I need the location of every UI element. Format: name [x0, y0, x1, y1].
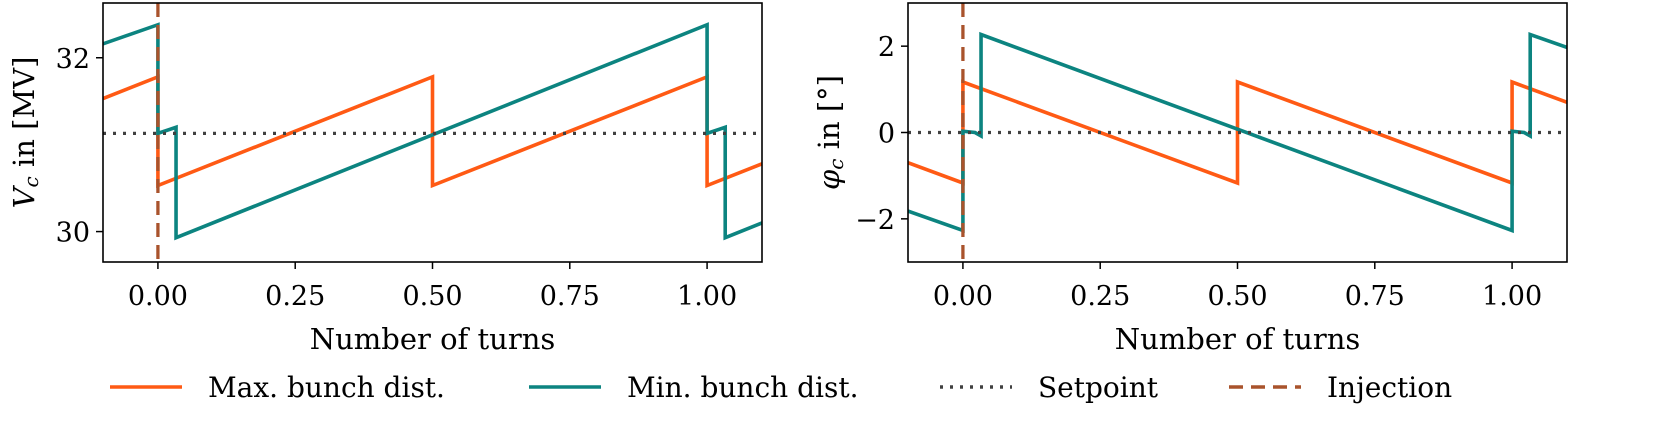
y-axis-label: φc in [°]: [812, 75, 848, 190]
chart-panel-1: 0.00 0.25 0.50 0.75 1.00 30 32 Number of turns V…: [7, 2, 763, 356]
legend-label: Max. bunch dist.: [208, 371, 445, 404]
y-tick-label: 2: [878, 32, 895, 63]
x-tick-label: 0.00: [128, 281, 188, 312]
x-axis-label: Number of turns: [310, 322, 556, 356]
legend-item: Setpoint: [940, 371, 1159, 404]
x-tick-label: 0.50: [402, 281, 462, 312]
y-axis-label: Vc in [MV]: [7, 57, 43, 209]
y-tick-label: 32: [56, 44, 90, 75]
x-tick-label: 0.25: [265, 281, 325, 312]
x-tick-label: 1.00: [677, 281, 737, 312]
x-tick-label: 0.25: [1070, 281, 1130, 312]
y-tick-label: −2: [855, 205, 895, 236]
x-tick-label: 0.00: [933, 281, 993, 312]
legend-label: Setpoint: [1038, 371, 1159, 404]
x-tick-label: 0.75: [1345, 281, 1405, 312]
y-tick-label: 30: [56, 218, 90, 249]
x-tick-label: 0.50: [1207, 281, 1267, 312]
y-tick-label: 0: [878, 119, 895, 150]
legend-item: Max. bunch dist.: [110, 371, 445, 404]
legend-label: Min. bunch dist.: [627, 371, 858, 404]
legend: Max. bunch dist. Min. bunch dist. Setpoint…: [110, 371, 1452, 404]
x-tick-label: 1.00: [1482, 281, 1542, 312]
series-max-bunch-dist: [103, 74, 762, 189]
legend-item: Min. bunch dist.: [529, 371, 858, 404]
x-axis-label: Number of turns: [1115, 322, 1361, 356]
legend-item: Injection: [1229, 371, 1452, 404]
x-tick-label: 0.75: [540, 281, 600, 312]
legend-label: Injection: [1327, 371, 1452, 404]
chart-panel-2: 0.00 0.25 0.50 0.75 1.00 −2 0 2 Number of turns φ…: [812, 2, 1568, 356]
